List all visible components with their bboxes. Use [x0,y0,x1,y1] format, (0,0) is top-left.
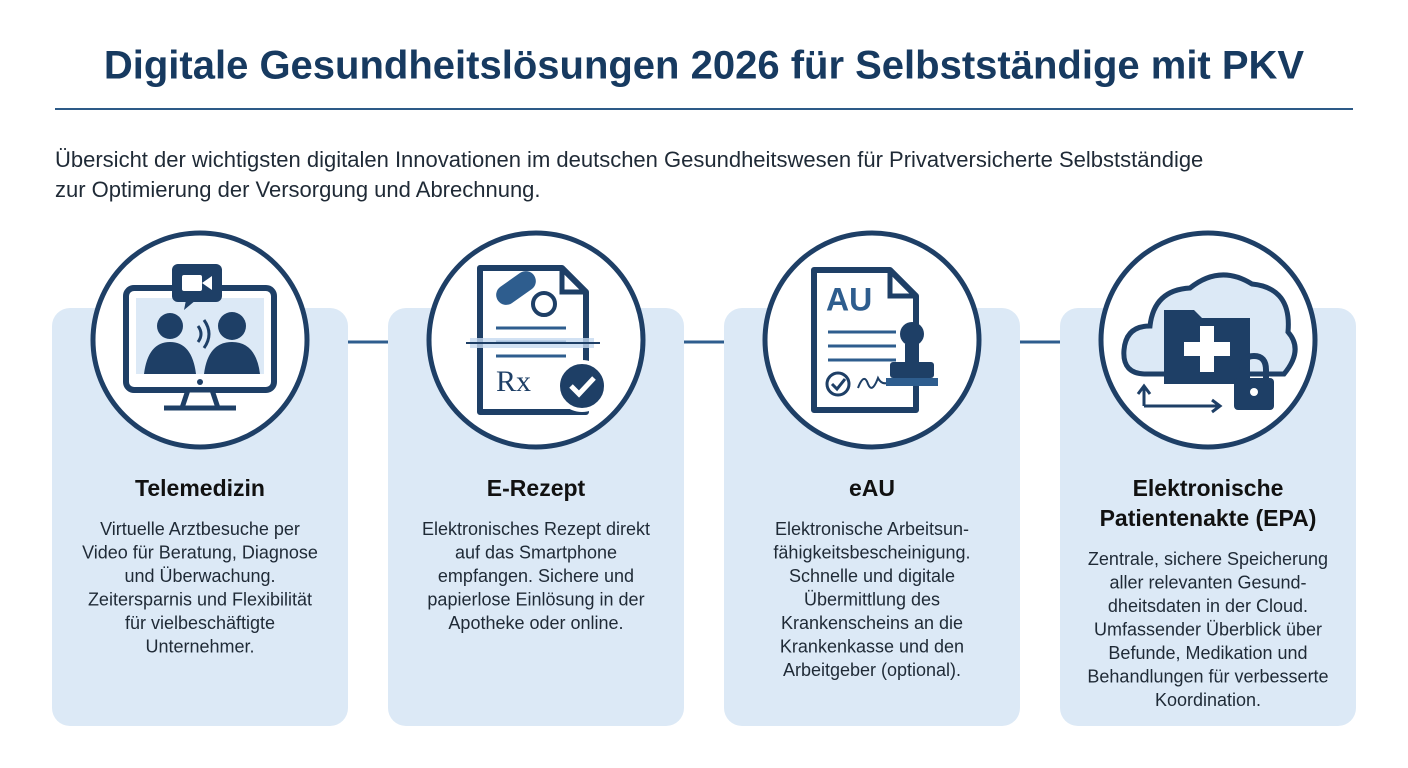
signature [857,375,891,389]
card-text: aller relevanten Gesund- [1109,572,1306,592]
card-title: Elektronische [1133,475,1284,501]
fold [887,270,916,299]
sound-waves [196,319,211,349]
camera-lens [202,276,212,290]
card-title: eAU [849,475,895,501]
card-title: Telemedizin [135,475,265,501]
card-text: Elektronische Arbeitsun- [775,519,969,539]
person-head [218,312,246,340]
camera-dot [197,379,203,385]
card-text: Schnelle und digitale [789,566,955,586]
check [830,378,847,392]
page-title: Digitale Gesundheitslösungen 2026 für Se… [104,44,1305,88]
card-text: auf das Smartphone [455,542,617,562]
stamp-neck [905,344,919,362]
card: AU eAU Elektronische Arbeitsun-fähigkeitsb… [724,230,1020,726]
card-title: E-Rezept [487,475,586,501]
check-small [825,371,851,397]
card-text: Video für Beratung, Diagnose [82,542,318,562]
stamp-base [890,362,934,378]
card-title: Patientenakte (EPA) [1100,505,1317,531]
card-text: und Überwachung. [124,566,275,586]
card: Telemedizin Virtuelle Arztbesuche per Vide… [52,230,348,726]
card-text: empfangen. Sichere und [438,566,634,586]
card-text: Zentrale, sichere Speicherung [1088,549,1328,569]
rx-symbol: Rx [496,365,531,398]
card-text: Arbeitgeber (optional). [783,660,961,680]
shackle [1239,352,1269,380]
person-body [204,342,260,374]
check [569,376,596,398]
fold [559,268,586,295]
intro-line: Übersicht der wichtigsten digitalen Inno… [55,147,1203,172]
camera [182,275,202,291]
pill [496,271,536,305]
au-label: AU [826,281,872,317]
card-text: Apotheke oder online. [448,613,623,633]
card-text: für vielbeschäftigte [125,613,275,633]
card-text: Übermittlung des [804,589,940,609]
card-text: dheitsdaten in der Cloud. [1108,596,1308,616]
check-badge [556,360,608,412]
card-text: Umfassender Überblick über [1094,619,1322,639]
card-text: papierlose Einlösung in der [427,589,644,609]
person-head [157,313,183,339]
stamp-plate [886,378,938,386]
stand [164,387,236,411]
cards: Telemedizin Virtuelle Arztbesuche per Vide… [52,230,1356,726]
card-text: Koordination. [1155,690,1261,710]
card-text: Befunde, Medikation und [1108,643,1307,663]
plus-h [1184,342,1230,356]
intro-line: zur Optimierung der Versorgung und Abrec… [55,177,541,202]
card-text: Zeitersparnis und Flexibilität [88,589,312,609]
card-text: Krankenscheins an die [781,613,963,633]
keyhole [1250,388,1258,396]
bubble-tail [184,300,196,310]
card-text: fähigkeitsbescheinigung. [773,542,970,562]
tablet [531,291,557,317]
card-text: Behandlungen für verbesserte [1087,666,1328,686]
card-text: Elektronisches Rezept direkt [422,519,650,539]
card: Elektronische Patientenakte (EPA) Zentrale… [1060,230,1356,726]
sync-arrows [1136,383,1223,414]
card-text: Virtuelle Arztbesuche per [100,519,300,539]
person-body [144,342,196,374]
card-text: Krankenkasse und den [780,636,964,656]
card: Rx E-Rezept Elektronisches Rezept direkt au… [388,230,684,726]
card-text: Unternehmer. [145,636,254,656]
stamp-knob [900,322,924,346]
